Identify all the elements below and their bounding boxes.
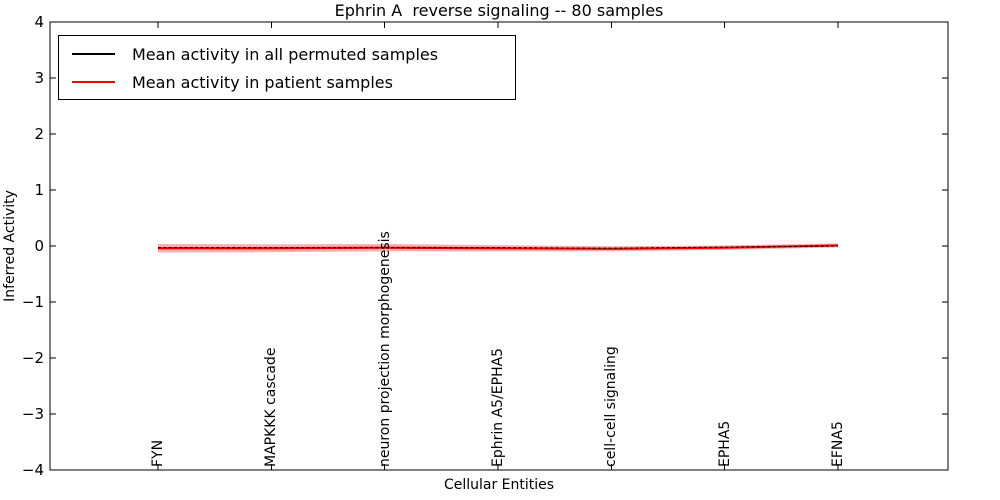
x-tick-label: EPHA5	[716, 420, 733, 467]
x-tick-label: FYN	[150, 439, 166, 467]
y-tick-label: −2	[21, 349, 44, 367]
y-tick-label: 0	[34, 237, 44, 255]
legend-entry-patient: Mean activity in patient samples	[59, 70, 515, 94]
x-axis-label: Cellular Entities	[443, 477, 555, 493]
legend-line-sample-permuted	[72, 53, 115, 55]
legend-label-patient: Mean activity in patient samples	[132, 72, 393, 92]
y-tick-label: 2	[34, 125, 44, 143]
legend: Mean activity in all permuted samples Me…	[58, 35, 516, 100]
chart-title: Ephrin A reverse signaling -- 80 samples	[334, 1, 664, 20]
y-tick-label: 4	[34, 13, 44, 31]
permuted-mean-line	[158, 245, 839, 249]
y-tick-label: −4	[21, 461, 44, 479]
y-tick-label: 3	[34, 69, 44, 87]
x-tick-label: neuron projection morphogenesis	[376, 231, 393, 467]
patient-mean-line	[158, 244, 839, 250]
x-tick-label: MAPKKK cascade	[263, 347, 280, 467]
y-tick-label: 1	[34, 181, 44, 199]
legend-entry-permuted: Mean activity in all permuted samples	[59, 42, 515, 66]
x-tick-label: Ephrin A5/EPHA5	[490, 347, 506, 467]
legend-line-sample-patient	[72, 81, 115, 83]
legend-label-permuted: Mean activity in all permuted samples	[132, 44, 439, 64]
y-tick-label: −1	[21, 293, 44, 311]
x-tick-label: EFNA5	[830, 421, 846, 467]
y-tick-label: −3	[21, 405, 44, 423]
x-tick-label: cell-cell signaling	[603, 346, 620, 467]
